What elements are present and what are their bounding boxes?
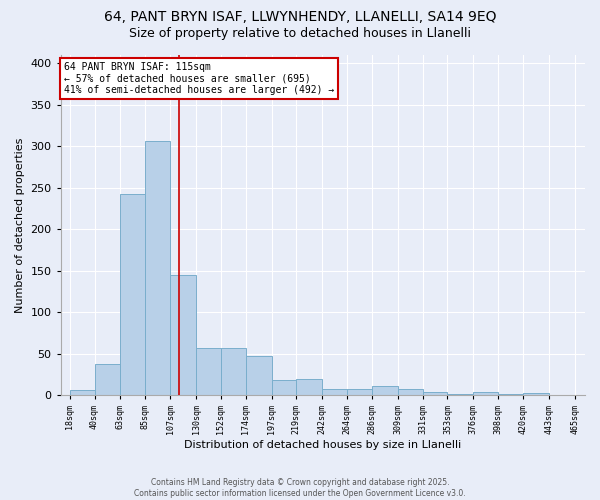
Y-axis label: Number of detached properties: Number of detached properties xyxy=(15,138,25,313)
Bar xyxy=(145,140,170,396)
Bar xyxy=(121,194,145,396)
Bar xyxy=(221,348,245,396)
Text: Size of property relative to detached houses in Llanelli: Size of property relative to detached ho… xyxy=(129,28,471,40)
Bar xyxy=(448,394,473,396)
Bar xyxy=(70,390,95,396)
Text: Contains HM Land Registry data © Crown copyright and database right 2025.
Contai: Contains HM Land Registry data © Crown c… xyxy=(134,478,466,498)
Bar xyxy=(196,348,221,396)
Text: 64, PANT BRYN ISAF, LLWYNHENDY, LLANELLI, SA14 9EQ: 64, PANT BRYN ISAF, LLWYNHENDY, LLANELLI… xyxy=(104,10,496,24)
Text: 64 PANT BRYN ISAF: 115sqm
← 57% of detached houses are smaller (695)
41% of semi: 64 PANT BRYN ISAF: 115sqm ← 57% of detac… xyxy=(64,62,334,95)
Bar xyxy=(322,389,347,396)
Bar xyxy=(422,392,448,396)
Bar xyxy=(170,275,196,396)
Bar xyxy=(95,364,121,396)
Bar xyxy=(272,380,296,396)
Bar xyxy=(296,379,322,396)
Bar xyxy=(473,392,498,396)
Bar xyxy=(372,386,398,396)
X-axis label: Distribution of detached houses by size in Llanelli: Distribution of detached houses by size … xyxy=(184,440,461,450)
Bar xyxy=(347,389,372,396)
Bar xyxy=(523,393,549,396)
Bar xyxy=(398,389,422,396)
Bar xyxy=(498,394,523,396)
Bar xyxy=(245,356,272,396)
